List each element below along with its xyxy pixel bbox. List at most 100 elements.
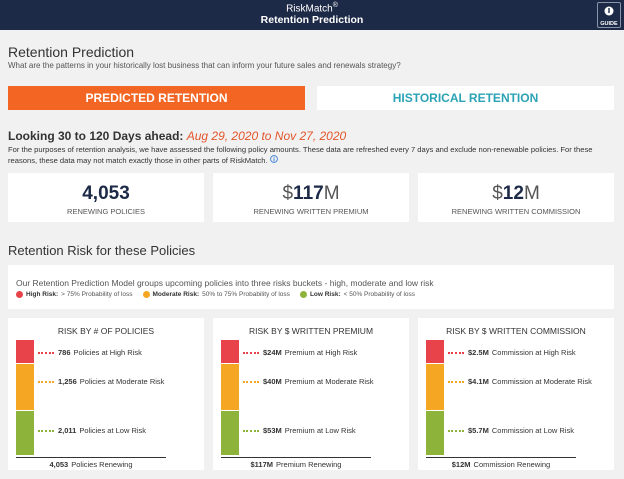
risk-bar-segment [221, 340, 239, 363]
risk-label: Premium at Moderate Risk [284, 377, 374, 386]
connector [38, 352, 54, 355]
legend-name: Low Risk: [309, 291, 341, 299]
lookahead: Looking 30 to 120 Days ahead: Aug 29, 20… [8, 129, 346, 143]
panel-title: RISK BY $ WRITTEN PREMIUM [248, 326, 374, 336]
total-value: $12M [451, 460, 471, 469]
kpi-card: $117M RENEWING WRITTEN PREMIUM [213, 173, 409, 222]
risk-bar-segment [16, 364, 34, 410]
risk-row: $2.5M Commission at High Risk [448, 348, 576, 357]
baseline [221, 457, 371, 458]
tab-active[interactable]: PREDICTED RETENTION [8, 86, 305, 110]
legend-text: 50% to 75% Probability of loss [202, 291, 290, 299]
baseline [426, 457, 576, 458]
risk-value: $5.7M [468, 426, 489, 435]
risk-value: 1,256 [58, 377, 77, 386]
connector [243, 352, 259, 355]
kpi-prefix: $ [492, 183, 503, 204]
page-title: Retention Prediction [8, 44, 135, 60]
page-subtitle: What are the patterns in your historical… [8, 61, 401, 70]
description-text: Our Retention Prediction Model groups up… [16, 278, 434, 288]
brand: RiskMatch® [0, 2, 624, 14]
risk-bar-segment [221, 411, 239, 455]
legend-text: > 75% Probability of loss [61, 291, 133, 299]
brand-name: RiskMatch [286, 3, 333, 15]
lookahead-label: Looking 30 to 120 Days ahead: [8, 129, 184, 143]
legend-item: Low Risk: < 50% Probability of loss [299, 291, 415, 299]
panel-total: $12M Commission Renewing [426, 460, 576, 469]
brand-mark: ® [332, 2, 338, 9]
risk-bar-segment [426, 340, 444, 363]
header-title: Retention Prediction [260, 14, 364, 26]
total-value: $117M [250, 460, 274, 469]
risk-label: Premium at High Risk [284, 348, 358, 357]
guide-label: GUIDE [600, 21, 618, 27]
risk-label: Commission at Low Risk [491, 426, 574, 435]
risk-row: 1,256 Policies at Moderate Risk [38, 377, 164, 386]
legend-dot [142, 291, 150, 298]
risk-row: $24M Premium at High Risk [243, 348, 357, 357]
risk-label: Commission at High Risk [491, 348, 576, 357]
guide-icon [604, 6, 614, 16]
connector [38, 430, 54, 433]
risk-value: $24M [263, 348, 282, 357]
risk-label: Commission at Moderate Risk [491, 377, 592, 386]
total-label: Premium Renewing [276, 460, 342, 469]
section-title: Retention Risk for these Policies [8, 243, 196, 258]
kpi-prefix: $ [282, 183, 294, 204]
risk-label: Policies at Moderate Risk [79, 377, 165, 386]
risk-value: $40M [263, 377, 282, 386]
kpi-card: $12M RENEWING WRITTEN COMMISSION [418, 173, 614, 222]
kpi-number: 117 [293, 183, 324, 204]
risk-row: 2,011 Policies at Low Risk [38, 426, 146, 435]
risk-value: 786 [58, 348, 71, 357]
risk-row: $4.1M Commission at Moderate Risk [448, 377, 592, 386]
legend-name: Moderate Risk: [152, 291, 200, 299]
risk-row: $5.7M Commission at Low Risk [448, 426, 574, 435]
risk-label: Premium at Low Risk [284, 426, 356, 435]
guide-button[interactable]: GUIDE [597, 2, 621, 28]
note-text: For the purposes of retention analysis, … [8, 145, 593, 165]
risk-value: $4.1M [468, 377, 489, 386]
legend-dot [299, 291, 307, 298]
legend-name: High Risk: [26, 291, 59, 299]
legend-dot [16, 291, 23, 298]
risk-row: $40M Premium at Moderate Risk [243, 377, 374, 386]
connector [448, 352, 464, 355]
panel-title: RISK BY $ WRITTEN COMMISSION [446, 326, 586, 336]
risk-bar-segment [426, 411, 444, 455]
total-label: Commission Renewing [473, 460, 551, 469]
legend-text: < 50% Probability of loss [343, 291, 415, 299]
note: For the purposes of retention analysis, … [8, 144, 614, 166]
risk-bar-segment [16, 340, 34, 363]
kpi-value: $117M [213, 183, 409, 205]
connector [243, 430, 259, 433]
tab[interactable]: HISTORICAL RETENTION [317, 86, 614, 110]
date-range: Aug 29, 2020 to Nov 27, 2020 [186, 129, 347, 143]
risk-panel: RISK BY $ WRITTEN COMMISSION $2.5M Commiss… [418, 318, 614, 470]
connector [448, 381, 464, 384]
kpi-card: 4,053 RENEWING POLICIES [8, 173, 204, 222]
total-label: Policies Renewing [71, 460, 133, 469]
baseline [16, 457, 166, 458]
panel-title: RISK BY # OF POLICIES [57, 326, 155, 336]
risk-label: Policies at Low Risk [79, 426, 147, 435]
kpi-suffix: M [523, 183, 540, 204]
risk-value: 2,011 [58, 426, 77, 435]
risk-bar-segment [16, 411, 34, 455]
connector [243, 381, 259, 384]
kpi-number: 4,053 [82, 183, 130, 204]
risk-description: Our Retention Prediction Model groups up… [8, 265, 614, 309]
legend-item: Moderate Risk: 50% to 75% Probability of … [142, 291, 290, 299]
risk-value: $53M [263, 426, 282, 435]
header: RiskMatch® Retention Prediction GUIDE [0, 0, 624, 30]
info-icon [269, 155, 278, 163]
risk-panel: RISK BY # OF POLICIES 786 Policies at High… [8, 318, 204, 470]
risk-bar-segment [221, 364, 239, 410]
connector [38, 381, 54, 384]
kpi-suffix: M [323, 183, 340, 204]
total-value: 4,053 [49, 460, 69, 469]
kpi-value: 4,053 [8, 183, 204, 205]
kpi-label: RENEWING WRITTEN PREMIUM [253, 207, 369, 216]
panel-total: 4,053 Policies Renewing [16, 460, 166, 469]
